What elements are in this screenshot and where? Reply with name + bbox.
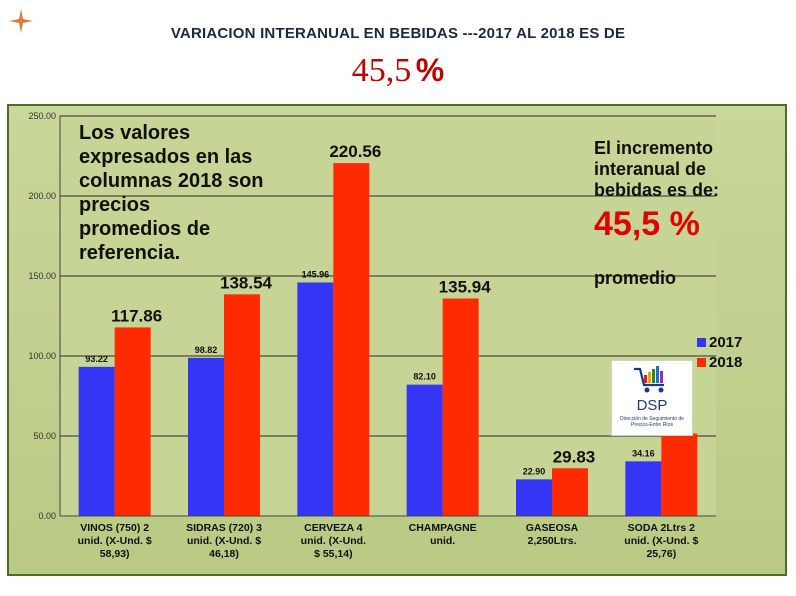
bar-2017-2: [297, 282, 334, 516]
bar-2017-3: [406, 384, 443, 516]
x-tick-label: CHAMPAGNE unid.: [409, 522, 477, 547]
logo-name: DSP: [636, 397, 668, 414]
legend-swatch-2017: [697, 337, 706, 347]
x-tick-label: VINOS (750) 2 unid. (X-Und. $58,93): [78, 522, 152, 560]
x-tick-label-line: unid.: [430, 535, 455, 547]
data-label-2017-0: 93.22: [85, 354, 108, 364]
y-tick-label: 150.00: [28, 271, 56, 281]
bar-2018-0: [114, 327, 151, 516]
x-tick-label-line: unid. (X-Und. $: [187, 535, 261, 547]
data-label-2017-1: 98.82: [195, 345, 218, 355]
plot-area: [60, 116, 716, 516]
data-label-2017-5: 34.16: [632, 448, 655, 458]
data-label-2017-4: 22.90: [523, 466, 546, 476]
legend-label-2018: 2018: [709, 353, 743, 371]
x-tick-label-line: VINOS (750) 2: [80, 522, 149, 534]
data-label-2017-3: 82.10: [413, 372, 436, 382]
subtitle-value: 45,5: [351, 52, 412, 89]
x-tick-label-line: SIDRAS (720) 3: [186, 522, 262, 534]
dsp-logo: DSP Dirección de Seguimiento de Precios-…: [611, 360, 693, 436]
x-tick-label: SIDRAS (720) 3 unid. (X-Und. $46,18): [186, 522, 262, 560]
subtitle-unit: %: [415, 52, 445, 88]
data-label-2018-1: 138.54: [220, 273, 273, 292]
x-tick-label-line: SODA 2Ltrs 2: [628, 522, 695, 534]
slide-title: VARIACION INTERANUAL EN BEBIDAS ---2017 …: [170, 25, 626, 42]
x-tick-label: GASEOSA 2,250Ltrs.: [526, 522, 579, 547]
x-tick-label-line: unid. (X-Und. $: [624, 535, 698, 547]
slide-subtitle: 45,5 %: [0, 52, 796, 95]
data-label-2018-4: 29.83: [553, 447, 596, 466]
bar-2018-5: [661, 433, 698, 516]
bar-2018-2: [333, 163, 370, 516]
bar-2018-4: [552, 468, 588, 516]
x-tick-label-line: unid. (X-Und.: [301, 535, 366, 547]
x-tick-label-line: GASEOSA: [526, 522, 579, 534]
legend-item-2017: 2017: [697, 332, 742, 352]
y-tick-label: 0.00: [38, 511, 56, 521]
data-label-2018-2: 220.56: [329, 142, 381, 161]
y-tick-label: 100.00: [28, 351, 56, 361]
x-tick-label-line: 46,18): [209, 548, 239, 560]
x-tick-label-line: 2,250Ltrs.: [527, 535, 576, 547]
x-tick-label-line: 58,93): [100, 548, 130, 560]
decorative-star-icon: [9, 9, 33, 33]
note-right: El incremento interanual de bebidas es d…: [594, 117, 784, 289]
x-tick-label-line: 25,76): [646, 548, 676, 560]
legend-label-2017: 2017: [709, 333, 743, 351]
x-tick-label-line: CERVEZA 4: [304, 522, 363, 534]
note-left: Los valores expresados en las columnas 2…: [79, 122, 264, 264]
note-right-value: 45,5 %: [594, 205, 700, 243]
y-tick-label: 50.00: [33, 431, 56, 441]
bar-2017-4: [516, 479, 552, 516]
x-tick-label: SODA 2Ltrs 2 unid. (X-Und. $25,76): [624, 522, 698, 560]
bar-2018-3: [442, 298, 479, 516]
bar-2017-1: [188, 357, 224, 516]
shopping-cart-icon: [634, 366, 664, 393]
x-tick-label-line: $ 55,14): [314, 548, 353, 560]
bar-2017-0: [78, 366, 115, 516]
x-tick-label: CERVEZA 4 unid. (X-Und. $ 55,14): [301, 522, 366, 560]
x-tick-label-line: unid. (X-Und. $: [78, 535, 152, 547]
data-label-2018-3: 135.94: [439, 277, 492, 296]
y-tick-label: 250.00: [28, 111, 56, 121]
x-tick-label-line: CHAMPAGNE: [409, 522, 477, 534]
bar-2018-1: [224, 294, 260, 516]
logo-subtitle: Dirección de Seguimiento de Precios-Entr…: [620, 416, 684, 428]
data-label-2017-2: 145.96: [302, 269, 330, 279]
legend-swatch-2018: [697, 357, 706, 367]
note-right-suffix: promedio: [594, 268, 677, 288]
bar-2017-5: [625, 461, 662, 516]
legend-item-2018: 2018: [697, 352, 742, 372]
y-tick-label: 200.00: [28, 191, 56, 201]
chart-legend: 2017 2018: [697, 332, 742, 372]
note-right-text: El incremento interanual de bebidas es d…: [594, 138, 720, 200]
data-label-2018-0: 117.86: [111, 306, 162, 325]
